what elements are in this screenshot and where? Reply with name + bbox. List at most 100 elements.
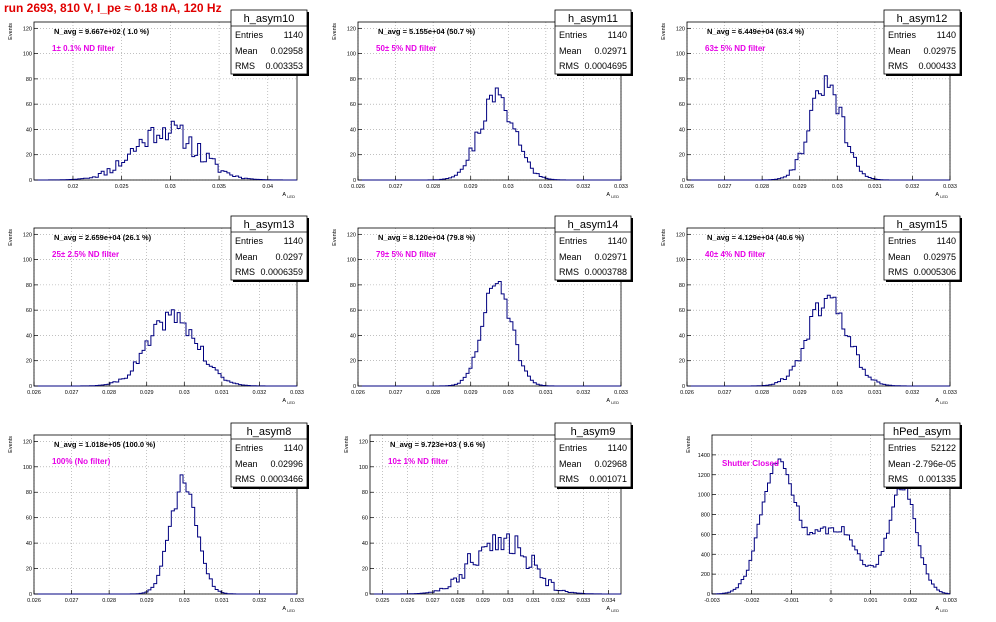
- x-tick-label: 0.03: [503, 390, 514, 396]
- y-tick-label: 80: [350, 77, 356, 83]
- y-tick-label: 120: [23, 26, 32, 32]
- x-tick-label: 0.029: [140, 598, 154, 604]
- x-axis-label-sub: LED: [610, 608, 619, 613]
- stats-box-shadow: [960, 425, 962, 489]
- y-axis-label: Events: [332, 23, 338, 40]
- y-tick-label: 60: [362, 516, 368, 522]
- x-tick-label: 0.026: [680, 390, 694, 396]
- y-tick-label: 0: [707, 592, 710, 598]
- y-tick-label: 0: [682, 178, 685, 184]
- stat-entries-label: Entries: [559, 30, 588, 40]
- stat-entries-label: Entries: [235, 30, 264, 40]
- stats-box-shadow: [886, 74, 962, 76]
- x-tick-label: 0.028: [426, 184, 440, 190]
- y-tick-label: 20: [26, 567, 32, 573]
- y-tick-label: 600: [701, 532, 710, 538]
- x-axis-label: A LED: [935, 398, 948, 405]
- plot-frame: [33, 434, 298, 595]
- x-tick-label: 0.03: [503, 184, 514, 190]
- filter-annotation: 10± 1% ND filter: [388, 457, 448, 466]
- y-tick-label: 0: [365, 592, 368, 598]
- stats-box-shadow: [307, 218, 309, 282]
- stat-mean-value: 0.02975: [923, 46, 956, 56]
- histogram-name: h_asym9: [571, 426, 616, 438]
- x-axis-label: A LED: [606, 192, 619, 199]
- x-axis-label: A LED: [282, 398, 295, 405]
- x-tick-label: 0.029: [793, 184, 807, 190]
- y-axis-label: Events: [8, 229, 14, 246]
- histogram-name: h_asym10: [244, 13, 295, 25]
- plot-frame: [357, 21, 622, 181]
- y-tick-label: 60: [679, 308, 685, 314]
- filter-annotation: 40± 4% ND filter: [705, 250, 765, 259]
- navg-caption: N_avg = 4.129e+04 (40.6 %): [707, 233, 805, 242]
- x-axis-label-sub: LED: [939, 194, 948, 199]
- x-tick-label: 0.028: [755, 390, 769, 396]
- x-tick-label: 0.032: [253, 390, 267, 396]
- filter-annotation: 25± 2.5% ND filter: [52, 250, 119, 259]
- stat-mean-label: Mean: [888, 459, 911, 469]
- y-tick-label: 20: [362, 567, 368, 573]
- stats-box-shadow: [557, 487, 633, 489]
- histogram-line: [687, 75, 950, 181]
- y-tick-label: 120: [347, 26, 356, 32]
- y-tick-label: 200: [701, 572, 710, 578]
- panel-h_asym9: 0.025 0.026 0.027 0.028 0.029 0.03 0.031 0.032 0…: [344, 422, 633, 613]
- x-tick-label: 0.032: [577, 390, 591, 396]
- histogram-name: h_asym11: [568, 13, 618, 25]
- x-tick-label: 0.034: [602, 598, 616, 604]
- stats-box-shadow: [631, 12, 633, 76]
- x-axis-label-main: A: [606, 398, 610, 404]
- histogram-line: [34, 120, 297, 181]
- y-tick-label: 60: [26, 308, 32, 314]
- x-tick-label: 0.031: [215, 598, 229, 604]
- histogram-line: [370, 533, 621, 595]
- panel-hPed_asym: -0.003 -0.002 -0.001 0 0.001 0.002 0.003 0 200 40…: [686, 422, 962, 613]
- filter-annotation: 1± 0.1% ND filter: [52, 44, 115, 53]
- y-tick-label: 100: [347, 258, 356, 264]
- y-tick-label: 100: [676, 52, 685, 58]
- stat-mean-value: 0.02968: [594, 459, 627, 469]
- filter-annotation: Shutter Closed: [722, 459, 779, 468]
- filter-annotation: 63± 5% ND filter: [705, 44, 765, 53]
- y-tick-label: 80: [350, 283, 356, 289]
- x-axis-label-main: A: [606, 606, 610, 612]
- x-axis-label-sub: LED: [610, 400, 619, 405]
- stats-box-shadow: [557, 74, 633, 76]
- navg-caption: N_avg = 8.120e+04 (79.8 %): [378, 233, 476, 242]
- navg-caption: N_avg = 9.667e+02 ( 1.0 %): [54, 27, 150, 36]
- stat-rms-value: 0.0003466: [260, 474, 303, 484]
- x-tick-label: 0.026: [401, 598, 415, 604]
- stat-rms-value: 0.0005306: [913, 267, 956, 277]
- x-tick-label: 0.032: [577, 184, 591, 190]
- x-axis-label-sub: LED: [939, 400, 948, 405]
- plot-frame: [33, 21, 298, 181]
- stat-mean-value: 0.0297: [275, 252, 303, 262]
- y-tick-label: 80: [679, 283, 685, 289]
- stat-rms-value: 0.001071: [589, 474, 627, 484]
- y-tick-label: 400: [701, 552, 710, 558]
- stat-mean-value: -2.796e-05: [912, 459, 956, 469]
- stat-rms-label: RMS: [888, 267, 908, 277]
- x-tick-label: 0.027: [389, 390, 403, 396]
- stat-mean-label: Mean: [235, 46, 258, 56]
- y-tick-label: 100: [23, 258, 32, 264]
- y-tick-label: 60: [26, 102, 32, 108]
- histogram-name: h_asym15: [897, 219, 948, 231]
- x-tick-label: 0.027: [65, 598, 79, 604]
- y-tick-label: 20: [26, 359, 32, 365]
- y-tick-label: 60: [350, 308, 356, 314]
- x-tick-label: 0.033: [290, 390, 304, 396]
- x-tick-label: -0.002: [744, 598, 760, 604]
- stats-box-shadow: [233, 74, 309, 76]
- stat-entries-value: 1140: [284, 30, 303, 40]
- x-tick-label: 0.03: [832, 184, 843, 190]
- x-axis-label-main: A: [935, 606, 939, 612]
- histogram-line: [358, 87, 621, 181]
- x-axis-label-sub: LED: [286, 608, 295, 613]
- y-tick-label: 100: [676, 258, 685, 264]
- y-tick-label: 80: [26, 77, 32, 83]
- stat-entries-value: 1140: [937, 30, 956, 40]
- stat-mean-label: Mean: [235, 252, 258, 262]
